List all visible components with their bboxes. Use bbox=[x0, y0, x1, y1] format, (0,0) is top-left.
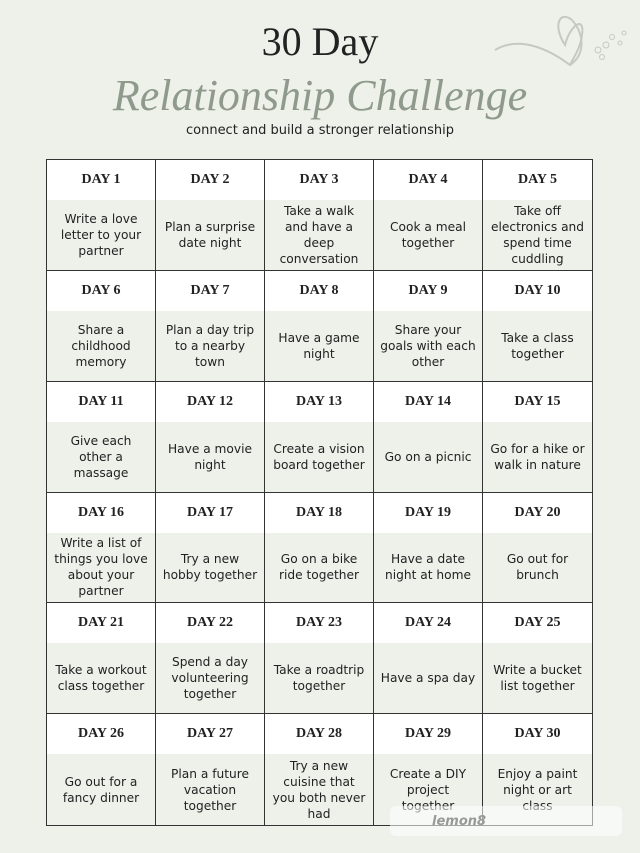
day-cell: DAY 26 Go out for a fancy dinner bbox=[47, 714, 156, 825]
day-label: DAY 17 bbox=[156, 492, 264, 533]
day-label: DAY 1 bbox=[47, 160, 155, 200]
day-label: DAY 20 bbox=[483, 492, 592, 533]
day-cell: DAY 16 Write a list of things you love ab… bbox=[47, 492, 156, 604]
subtitle: connect and build a stronger relationshi… bbox=[185, 123, 454, 138]
day-label: DAY 2 bbox=[156, 160, 264, 200]
day-cell: DAY 22 Spend a day volunteering together bbox=[156, 603, 265, 715]
day-cell: DAY 25 Write a bucket list together bbox=[483, 603, 592, 715]
day-cell: DAY 10 Take a class together bbox=[483, 270, 592, 382]
day-task: Spend a day volunteering together bbox=[156, 643, 264, 714]
day-label: DAY 8 bbox=[265, 270, 373, 311]
day-task: Go for a hike or walk in nature bbox=[483, 421, 592, 492]
day-task: Have a game night bbox=[265, 310, 373, 381]
day-label: DAY 10 bbox=[483, 270, 592, 311]
day-task: Go out for a fancy dinner bbox=[47, 754, 155, 825]
day-cell: DAY 3 Take a walk and have a deep convers… bbox=[265, 160, 374, 271]
day-label: DAY 4 bbox=[374, 160, 482, 200]
day-task: Give each other a massage bbox=[47, 421, 155, 492]
day-cell: DAY 17 Try a new hobby together bbox=[156, 492, 265, 604]
day-label: DAY 26 bbox=[47, 714, 155, 755]
day-task: Have a spa day bbox=[374, 643, 482, 714]
heart-doodle-icon bbox=[494, 15, 627, 67]
day-label: DAY 30 bbox=[483, 714, 592, 755]
day-cell: DAY 15 Go for a hike or walk in nature bbox=[483, 381, 592, 493]
day-task: Write a bucket list together bbox=[483, 643, 592, 714]
day-task: Have a date night at home bbox=[374, 532, 482, 603]
day-label: DAY 13 bbox=[265, 381, 373, 422]
day-task: Go out for brunch bbox=[483, 532, 592, 603]
day-label: DAY 24 bbox=[374, 603, 482, 644]
day-task: Go on a bike ride together bbox=[265, 532, 373, 603]
day-label: DAY 12 bbox=[156, 381, 264, 422]
day-task: Take a class together bbox=[483, 310, 592, 381]
day-cell: DAY 5 Take off electronics and spend time… bbox=[483, 160, 592, 271]
day-label: DAY 19 bbox=[374, 492, 482, 533]
day-task: Go on a picnic bbox=[374, 421, 482, 492]
day-task: Write a love letter to your partner bbox=[47, 200, 155, 270]
day-cell: DAY 1 Write a love letter to your partner bbox=[47, 160, 156, 271]
day-label: DAY 14 bbox=[374, 381, 482, 422]
day-cell: DAY 24 Have a spa day bbox=[374, 603, 483, 715]
day-label: DAY 28 bbox=[265, 714, 373, 755]
day-cell: DAY 11 Give each other a massage bbox=[47, 381, 156, 493]
day-cell: DAY 23 Take a roadtrip together bbox=[265, 603, 374, 715]
day-task: Cook a meal together bbox=[374, 200, 482, 270]
day-task: Share your goals with each other bbox=[374, 310, 482, 381]
day-label: DAY 29 bbox=[374, 714, 482, 755]
day-task: Try a new cuisine that you both never ha… bbox=[265, 754, 373, 825]
day-task: Have a movie night bbox=[156, 421, 264, 492]
day-cell: DAY 4 Cook a meal together bbox=[374, 160, 483, 271]
day-cell: DAY 21 Take a workout class together bbox=[47, 603, 156, 715]
day-task: Share a childhood memory bbox=[47, 310, 155, 381]
day-label: DAY 11 bbox=[47, 381, 155, 422]
day-cell: DAY 14 Go on a picnic bbox=[374, 381, 483, 493]
day-cell: DAY 2 Plan a surprise date night bbox=[156, 160, 265, 271]
day-label: DAY 6 bbox=[47, 270, 155, 311]
day-label: DAY 25 bbox=[483, 603, 592, 644]
day-task: Plan a future vacation together bbox=[156, 754, 264, 825]
day-label: DAY 16 bbox=[47, 492, 155, 533]
day-cell: DAY 8 Have a game night bbox=[265, 270, 374, 382]
day-cell: DAY 28 Try a new cuisine that you both ne… bbox=[265, 714, 374, 825]
day-label: DAY 21 bbox=[47, 603, 155, 644]
day-task: Plan a day trip to a nearby town bbox=[156, 310, 264, 381]
day-label: DAY 18 bbox=[265, 492, 373, 533]
day-label: DAY 23 bbox=[265, 603, 373, 644]
day-task: Try a new hobby together bbox=[156, 532, 264, 603]
day-task: Take a roadtrip together bbox=[265, 643, 373, 714]
watermark: lemon8 bbox=[390, 806, 622, 836]
day-task: Take a walk and have a deep conversation bbox=[265, 200, 373, 270]
day-label: DAY 9 bbox=[374, 270, 482, 311]
day-label: DAY 15 bbox=[483, 381, 592, 422]
title-line-2: Relationship Challenge bbox=[112, 71, 528, 120]
day-label: DAY 22 bbox=[156, 603, 264, 644]
day-task: Create a vision board together bbox=[265, 421, 373, 492]
day-cell: DAY 9 Share your goals with each other bbox=[374, 270, 483, 382]
day-task: Take off electronics and spend time cudd… bbox=[483, 200, 592, 270]
day-cell: DAY 18 Go on a bike ride together bbox=[265, 492, 374, 604]
day-label: DAY 7 bbox=[156, 270, 264, 311]
challenge-grid: DAY 1 Write a love letter to your partner… bbox=[46, 159, 593, 826]
title-line-1: 30 Day bbox=[261, 19, 379, 64]
day-cell: DAY 19 Have a date night at home bbox=[374, 492, 483, 604]
day-cell: DAY 7 Plan a day trip to a nearby town bbox=[156, 270, 265, 382]
day-label: DAY 27 bbox=[156, 714, 264, 755]
day-cell: DAY 13 Create a vision board together bbox=[265, 381, 374, 493]
day-cell: DAY 6 Share a childhood memory bbox=[47, 270, 156, 382]
day-task: Write a list of things you love about yo… bbox=[47, 532, 155, 603]
day-label: DAY 5 bbox=[483, 160, 592, 200]
day-cell: DAY 27 Plan a future vacation together bbox=[156, 714, 265, 825]
day-task: Take a workout class together bbox=[47, 643, 155, 714]
day-cell: DAY 12 Have a movie night bbox=[156, 381, 265, 493]
day-task: Plan a surprise date night bbox=[156, 200, 264, 270]
day-cell: DAY 20 Go out for brunch bbox=[483, 492, 592, 604]
lemon8-logo: lemon8 bbox=[432, 813, 487, 829]
day-label: DAY 3 bbox=[265, 160, 373, 200]
